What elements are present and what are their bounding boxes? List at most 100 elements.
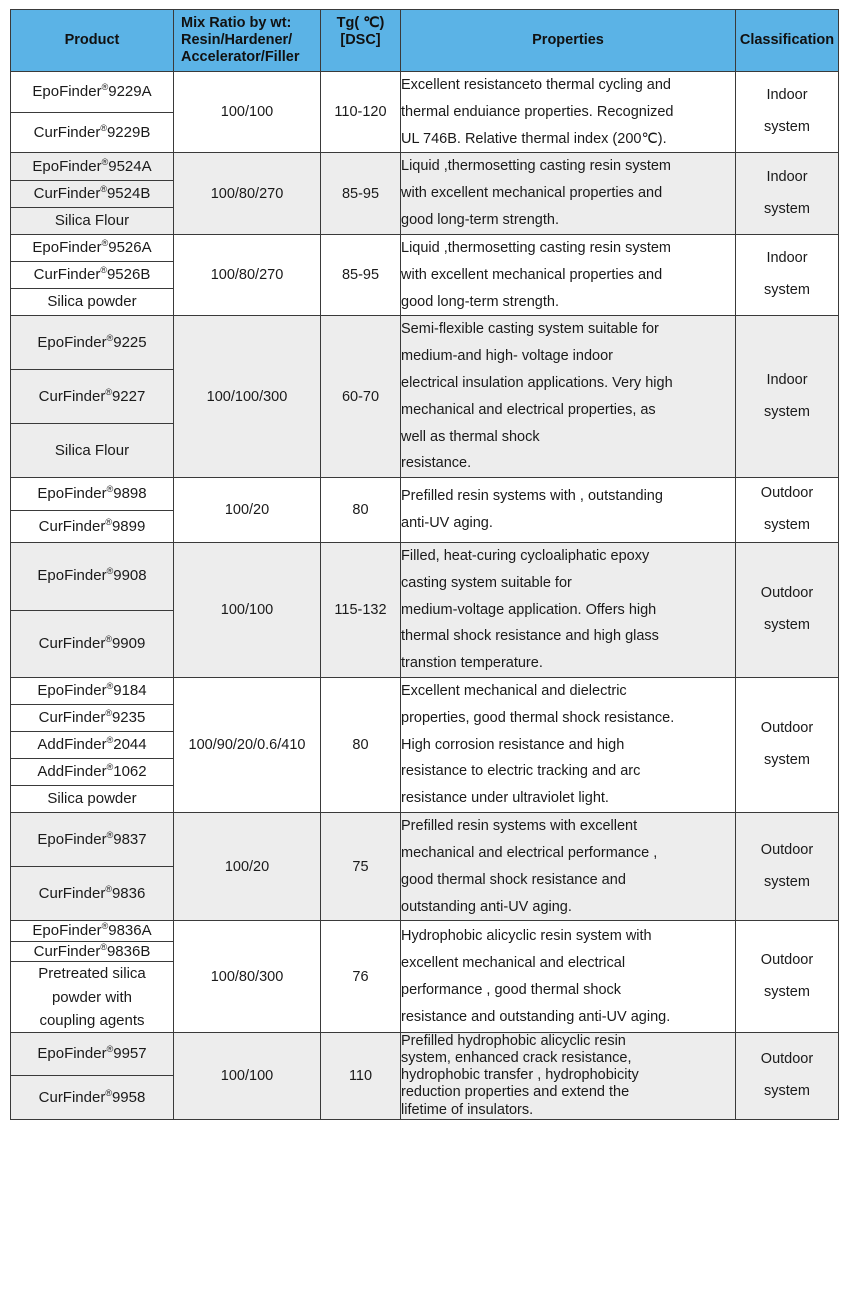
mix-ratio-cell: 100/100	[173, 541, 321, 679]
column-header-product: Product	[10, 9, 174, 72]
classification-cell: Outdoor system	[735, 1032, 839, 1120]
product-brand: EpoFinder	[37, 682, 107, 700]
product-code: 9899	[111, 517, 146, 535]
table-row: EpoFinder®9837 100/20 75 Prefilled resin sy…	[10, 812, 839, 922]
properties-line: thermal enduiance properties. Recognized	[401, 103, 674, 120]
product-brand: EpoFinder	[37, 1045, 107, 1063]
registered-trademark-icon: ®	[106, 1044, 114, 1055]
table-row: EpoFinder®9225 100/100/300 60-70 Semi-flexi…	[10, 315, 839, 479]
mix-ratio-cell: 100/80/270	[173, 152, 321, 235]
properties-line: Excellent resistanceto thermal cycling a…	[401, 77, 671, 93]
classification-line: Indoor	[766, 168, 808, 185]
product-code: 9957	[113, 1045, 147, 1063]
registered-trademark-icon: ®	[105, 708, 112, 719]
classification-cell: Indoor system	[735, 70, 839, 154]
properties-line: resistance under ultraviolet light.	[401, 790, 609, 807]
product-cell: CurFinder®9235	[10, 704, 174, 733]
product-cell: CurFinder®9524B	[10, 179, 174, 208]
properties-cell: Prefilled hydrophobic alicyclic resin sys…	[400, 1032, 736, 1120]
mix-ratio-cell: 100/20	[173, 812, 321, 922]
registered-trademark-icon: ®	[100, 183, 107, 194]
classification-line: Outdoor	[760, 1050, 814, 1067]
classification-line: Indoor	[766, 371, 808, 388]
tg-cell: 75	[320, 812, 401, 922]
product-brand: CurFinder	[33, 942, 101, 960]
table-row: Silica Flour	[10, 206, 839, 235]
registered-trademark-icon: ®	[105, 516, 112, 527]
product-name-line: coupling agents	[39, 1011, 145, 1029]
mix-ratio-cell: 100/100/300	[173, 315, 321, 479]
properties-cell: Excellent resistanceto thermal cycling a…	[400, 70, 736, 154]
properties-line: UL 746B. Relative thermal index (200℃).	[401, 130, 667, 147]
properties-line: medium-and high- voltage indoor	[401, 348, 613, 365]
properties-line: resistance.	[401, 455, 472, 472]
product-brand: CurFinder	[38, 885, 106, 903]
product-cell: CurFinder®9227	[10, 369, 174, 425]
column-header-properties: Properties	[400, 9, 736, 72]
registered-trademark-icon: ®	[100, 265, 107, 276]
properties-line: resistance and outstanding anti-UV aging…	[401, 1008, 671, 1025]
table-row: EpoFinder®9836A 100/80/300 76 Hydrophobic a…	[10, 920, 839, 1034]
product-cell: EpoFinder®9524A	[10, 152, 174, 181]
tg-line-1: Tg( ℃)	[336, 15, 385, 31]
registered-trademark-icon: ®	[105, 386, 112, 397]
tg-cell: 115-132	[320, 541, 401, 679]
classification-line: Indoor	[766, 250, 808, 267]
mix-ratio-line-2: Resin/Hardener/	[181, 32, 293, 49]
product-code: 9909	[111, 635, 146, 653]
product-brand: EpoFinder	[32, 157, 102, 175]
product-code: 9836A	[108, 922, 152, 940]
product-cell: CurFinder®9958	[10, 1075, 174, 1120]
product-brand: CurFinder	[38, 387, 106, 405]
classification-line: system	[764, 282, 810, 299]
classification-cell: Outdoor system	[735, 920, 839, 1034]
product-cell: EpoFinder®9229A	[10, 71, 174, 113]
product-brand: AddFinder	[37, 736, 107, 754]
product-name: Silica Flour	[54, 212, 130, 230]
product-cell: Silica Flour	[10, 206, 174, 235]
product-brand: CurFinder	[33, 266, 101, 284]
product-code: 9227	[111, 387, 146, 405]
properties-line: Prefilled resin systems with excellent	[401, 818, 638, 835]
product-cell: Silica powder	[10, 785, 174, 814]
properties-line: good thermal shock resistance and	[401, 871, 626, 888]
properties-line: Filled, heat-curing cycloaliphatic epoxy	[401, 547, 650, 564]
product-specification-table: Product Mix Ratio by wt: Resin/Hardener/…	[10, 9, 839, 1120]
product-cell: CurFinder®9836B	[10, 940, 174, 963]
properties-cell: Semi-flexible casting system suitable fo…	[400, 315, 736, 479]
product-code: 9229A	[108, 83, 152, 101]
product-cell: EpoFinder®9957	[10, 1032, 174, 1077]
classification-line: Outdoor	[760, 841, 814, 858]
table-row: CurFinder®9836	[10, 866, 839, 922]
table-row: CurFinder®9229B	[10, 111, 839, 154]
properties-line: with excellent mechanical properties and	[401, 185, 663, 202]
mix-ratio-cell: 100/90/20/0.6/410	[173, 677, 321, 814]
product-brand: CurFinder	[38, 709, 106, 727]
registered-trademark-icon: ®	[105, 634, 112, 645]
product-name: Silica powder	[47, 790, 137, 808]
product-cell: EpoFinder®9526A	[10, 233, 174, 263]
properties-cell: Liquid ,thermosetting casting resin syst…	[400, 152, 736, 235]
classification-cell: Outdoor system	[735, 812, 839, 922]
registered-trademark-icon: ®	[100, 122, 107, 133]
product-name-line: Pretreated silica	[38, 965, 146, 983]
properties-line: transtion temperature.	[401, 655, 543, 672]
product-cell: CurFinder®9836	[10, 866, 174, 922]
product-cell: EpoFinder®9836A	[10, 920, 174, 942]
registered-trademark-icon: ®	[101, 156, 109, 167]
product-brand: EpoFinder	[32, 83, 102, 101]
classification-line: Outdoor	[760, 951, 814, 968]
product-code: 9526B	[106, 266, 151, 284]
product-brand: CurFinder	[38, 517, 106, 535]
product-cell: CurFinder®9909	[10, 609, 174, 679]
mix-ratio-line-3: Accelerator/Filler	[181, 49, 300, 66]
properties-line: Liquid ,thermosetting casting resin syst…	[401, 158, 671, 175]
properties-line: Prefilled hydrophobic alicyclic resin	[401, 1033, 626, 1050]
table-row: EpoFinder®9229A 100/100 110-120 Excellent r…	[10, 70, 839, 154]
classification-line: system	[764, 119, 810, 136]
column-header-mix-ratio: Mix Ratio by wt: Resin/Hardener/ Acceler…	[173, 9, 321, 72]
product-code: 9898	[113, 485, 147, 503]
table-row: CurFinder®9899	[10, 509, 839, 543]
properties-cell: Hydrophobic alicyclic resin system with e…	[400, 920, 736, 1034]
